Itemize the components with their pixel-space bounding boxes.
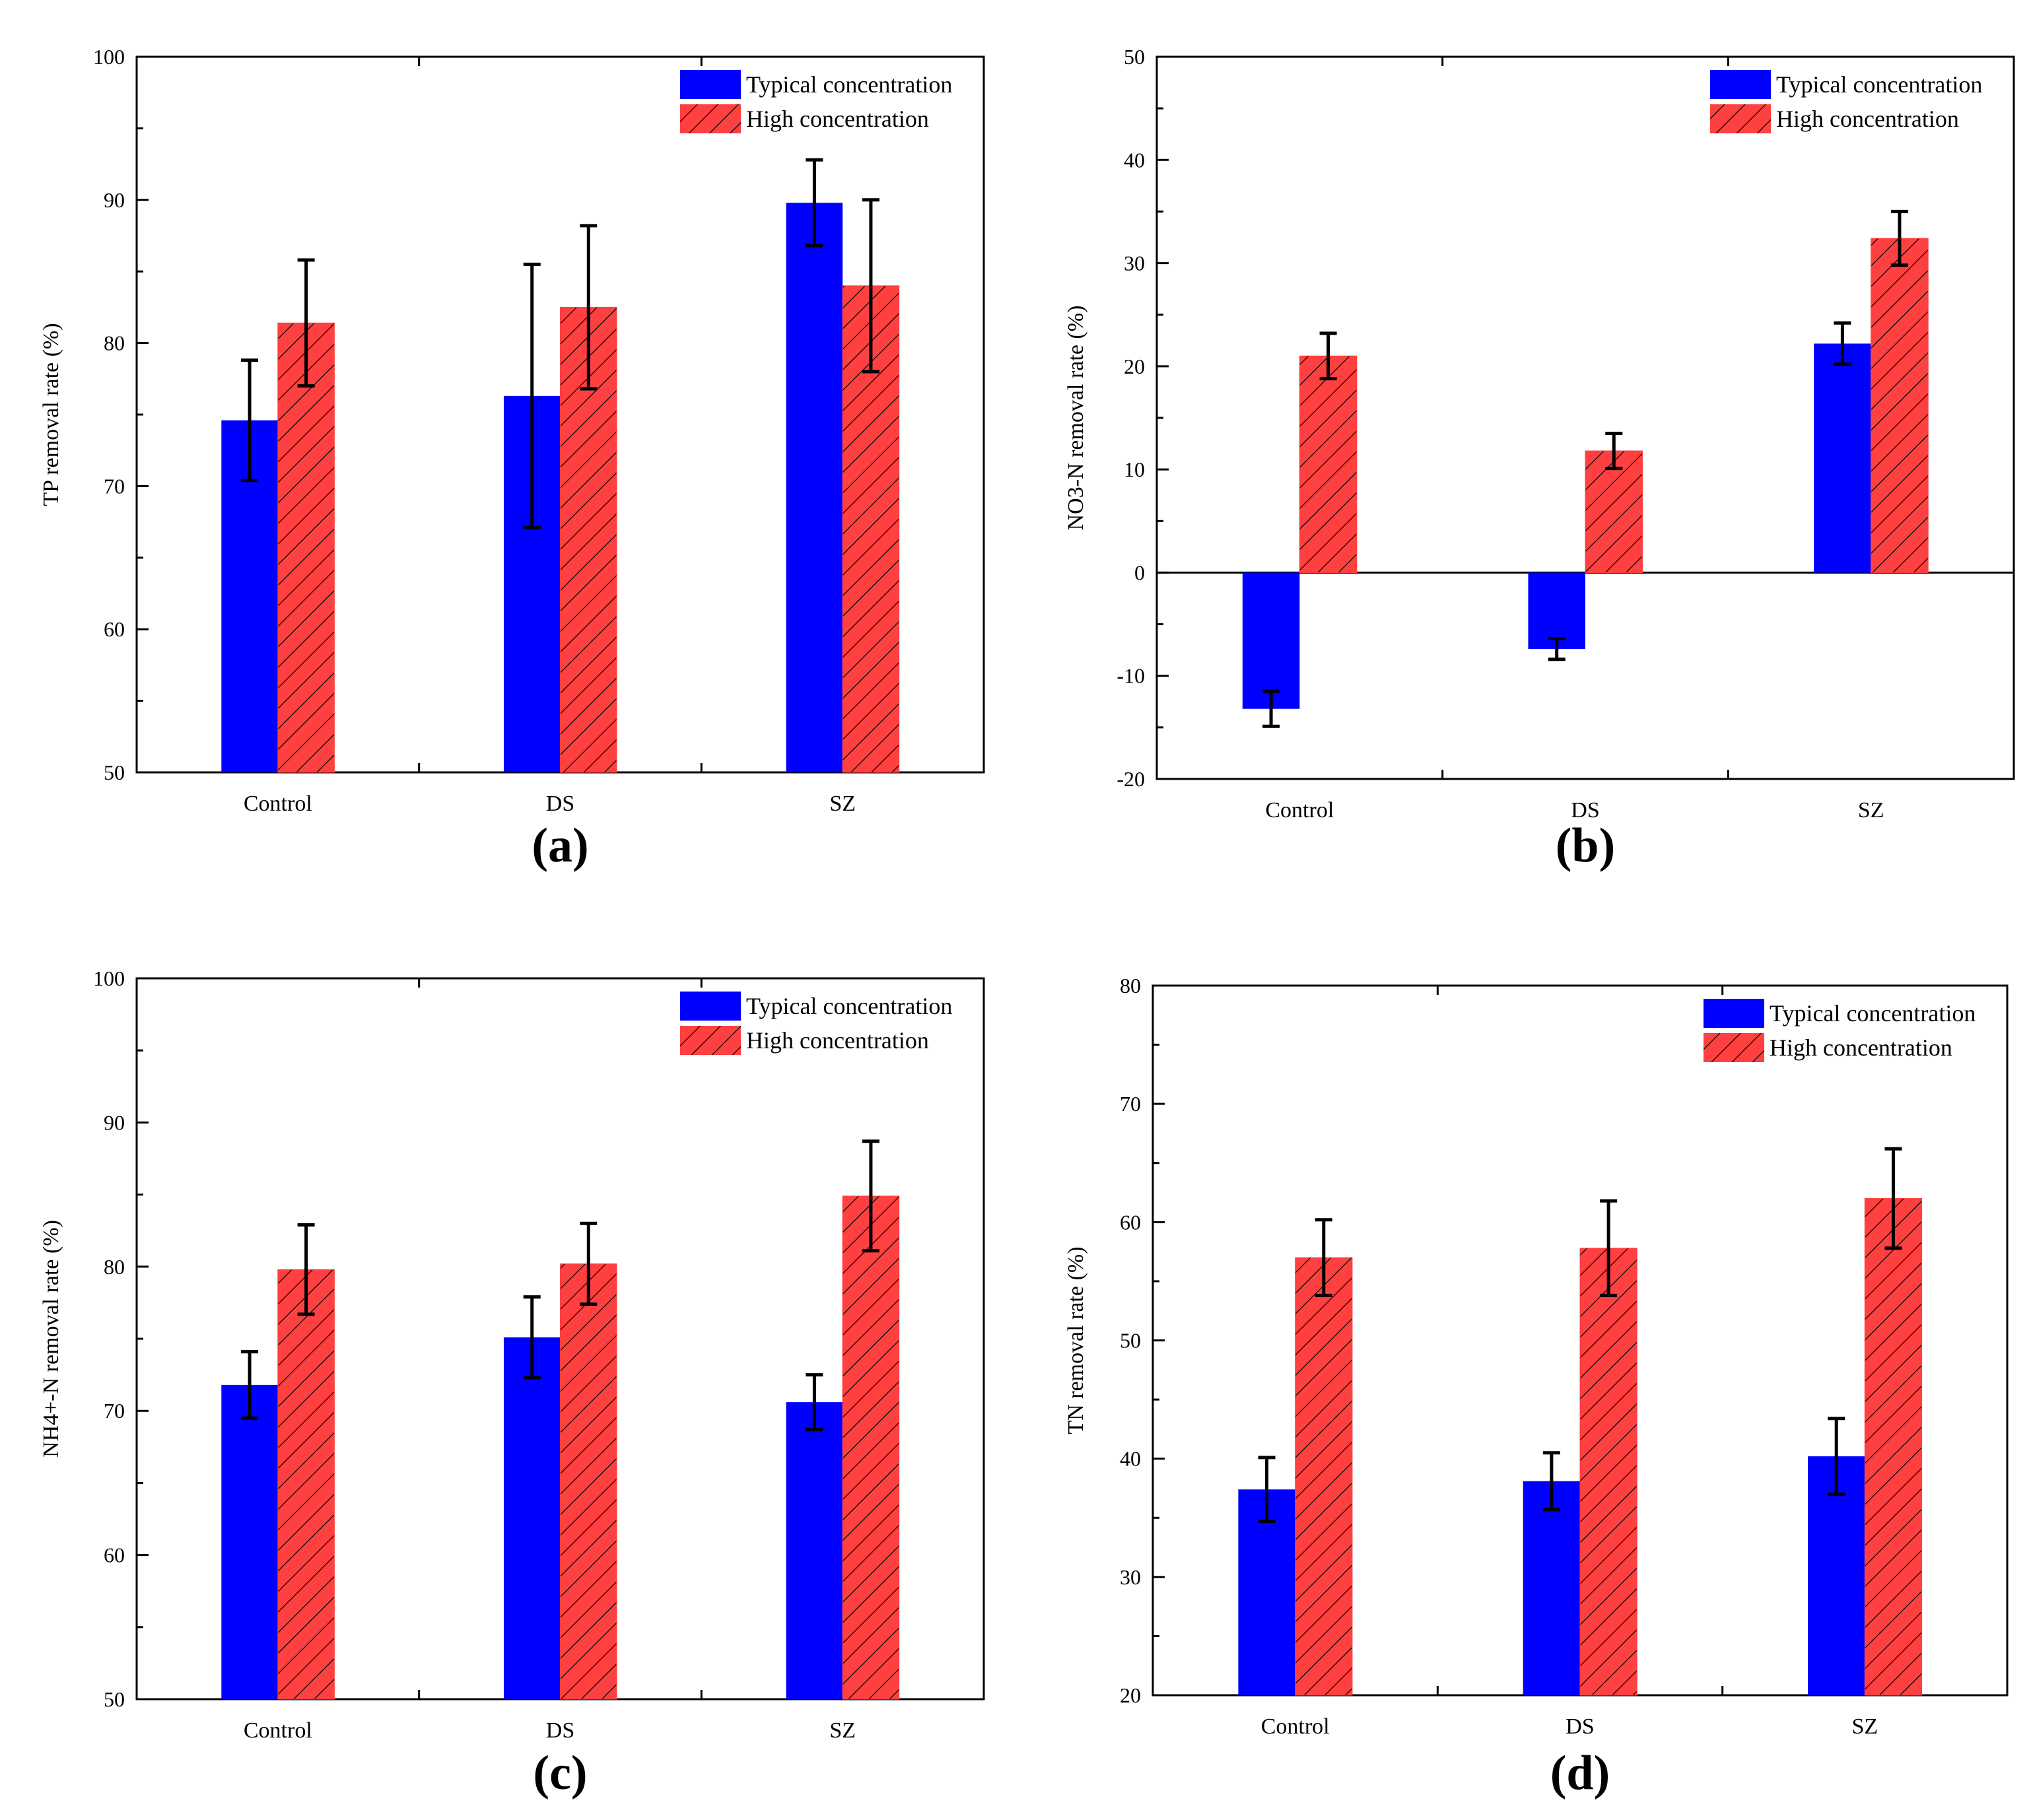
y-tick-label: 90 xyxy=(104,188,125,212)
y-tick-label: 60 xyxy=(1120,1210,1141,1234)
x-tick-label: Control xyxy=(1265,798,1334,823)
x-tick-label: SZ xyxy=(829,792,856,816)
legend-swatch-high xyxy=(680,1026,741,1055)
x-tick-label: Control xyxy=(1261,1714,1330,1739)
bar-typical-sz xyxy=(1814,343,1871,573)
y-tick-label: 20 xyxy=(1124,354,1145,378)
y-tick-label: 0 xyxy=(1134,560,1145,584)
chart-panel-c: 50 60 70 80 90 100 Control DS SZ NH4+-N removal r… xyxy=(39,966,985,1800)
bar-high-control xyxy=(277,322,335,773)
y-tick-label: 30 xyxy=(1124,252,1145,275)
y-tick-label: 40 xyxy=(1124,148,1145,172)
panel-label: (d) xyxy=(1550,1746,1610,1800)
bar-high-sz xyxy=(1864,1198,1923,1696)
bar-high-sz xyxy=(1871,238,1929,573)
panel-label: (b) xyxy=(1556,819,1615,873)
y-tick-label: 100 xyxy=(93,45,125,69)
legend-swatch-high xyxy=(1704,1033,1764,1062)
y-tick-label: 60 xyxy=(104,1543,125,1567)
legend-label-typical: Typical concentration xyxy=(1770,1000,1976,1027)
legend-label-high: High concentration xyxy=(746,106,929,132)
y-axis-label: NH4+-N removal rate (%) xyxy=(39,1220,63,1458)
y-tick-label: 70 xyxy=(104,1399,125,1423)
y-tick-label: 90 xyxy=(104,1110,125,1134)
bar-typical-ds xyxy=(1528,572,1585,650)
y-tick-label: -20 xyxy=(1117,767,1145,791)
bar-typical-control xyxy=(1242,572,1300,709)
legend-label-typical: Typical concentration xyxy=(746,993,952,1019)
y-tick-label: 80 xyxy=(104,331,125,355)
legend-label-high: High concentration xyxy=(746,1027,929,1054)
y-tick-label: 50 xyxy=(1124,45,1145,69)
y-tick-label: 80 xyxy=(1120,974,1141,997)
bar-typical-sz xyxy=(786,1402,843,1699)
y-axis-label: TP removal rate (%) xyxy=(39,323,63,506)
bar-typical-ds xyxy=(1523,1481,1580,1695)
y-tick-label: 70 xyxy=(1120,1092,1141,1116)
y-tick-label: 80 xyxy=(104,1255,125,1279)
x-tick-label: SZ xyxy=(1851,1714,1878,1739)
legend-swatch-high xyxy=(1710,104,1771,133)
chart-panel-a: 50 60 70 80 90 100 Control DS SZ TP removal rate … xyxy=(39,45,985,873)
y-tick-label: 50 xyxy=(1120,1329,1141,1353)
bar-typical-ds xyxy=(503,1337,561,1699)
legend-label-typical: Typical concentration xyxy=(746,71,952,98)
legend-swatch-typical xyxy=(1704,999,1764,1028)
y-axis-label: TN removal rate (%) xyxy=(1064,1246,1088,1434)
y-tick-label: 50 xyxy=(104,1687,125,1711)
bar-high-ds xyxy=(1579,1248,1637,1696)
bar-high-control xyxy=(1295,1257,1353,1696)
chart-panel-b: -20 -10 0 10 20 30 40 50 Control DS SZ NO3-N remova… xyxy=(1064,45,2015,873)
bar-typical-control xyxy=(221,1384,278,1699)
x-tick-label: SZ xyxy=(829,1718,856,1743)
legend-swatch-typical xyxy=(680,70,741,99)
bar-typical-sz xyxy=(1808,1456,1865,1695)
x-tick-label: SZ xyxy=(1858,798,1884,823)
y-tick-label: -10 xyxy=(1117,664,1145,688)
y-tick-label: 20 xyxy=(1120,1683,1141,1707)
y-tick-label: 50 xyxy=(104,760,125,784)
bar-high-control xyxy=(277,1269,335,1700)
legend-swatch-typical xyxy=(680,992,741,1021)
y-tick-label: 30 xyxy=(1120,1565,1141,1589)
x-tick-label: DS xyxy=(1566,1714,1594,1739)
x-tick-label: DS xyxy=(546,1718,574,1743)
legend-swatch-high xyxy=(680,104,741,133)
chart-panel-d: 20 30 40 50 60 70 80 Control DS SZ TN removal rate… xyxy=(1064,974,2009,1800)
bar-high-sz xyxy=(842,1196,900,1700)
x-tick-label: DS xyxy=(546,792,574,816)
panel-label: (c) xyxy=(533,1746,587,1800)
legend-label-high: High concentration xyxy=(1770,1034,1952,1061)
x-tick-label: DS xyxy=(1571,798,1599,823)
bar-high-ds xyxy=(1585,450,1643,573)
y-tick-label: 60 xyxy=(104,617,125,641)
x-tick-label: Control xyxy=(244,792,312,816)
y-tick-label: 10 xyxy=(1124,457,1145,481)
legend-swatch-typical xyxy=(1710,70,1771,99)
bar-high-control xyxy=(1299,355,1358,573)
y-tick-label: 40 xyxy=(1120,1447,1141,1471)
y-axis-label: NO3-N removal rate (%) xyxy=(1064,306,1088,531)
y-tick-label: 70 xyxy=(104,474,125,498)
x-tick-label: Control xyxy=(244,1718,312,1743)
legend-label-typical: Typical concentration xyxy=(1776,71,1982,98)
panel-label: (a) xyxy=(532,819,588,873)
legend-label-high: High concentration xyxy=(1776,106,1959,132)
y-tick-label: 100 xyxy=(93,966,125,990)
bar-typical-control xyxy=(1238,1489,1295,1695)
bar-high-ds xyxy=(560,1263,617,1700)
bar-typical-sz xyxy=(786,203,843,772)
